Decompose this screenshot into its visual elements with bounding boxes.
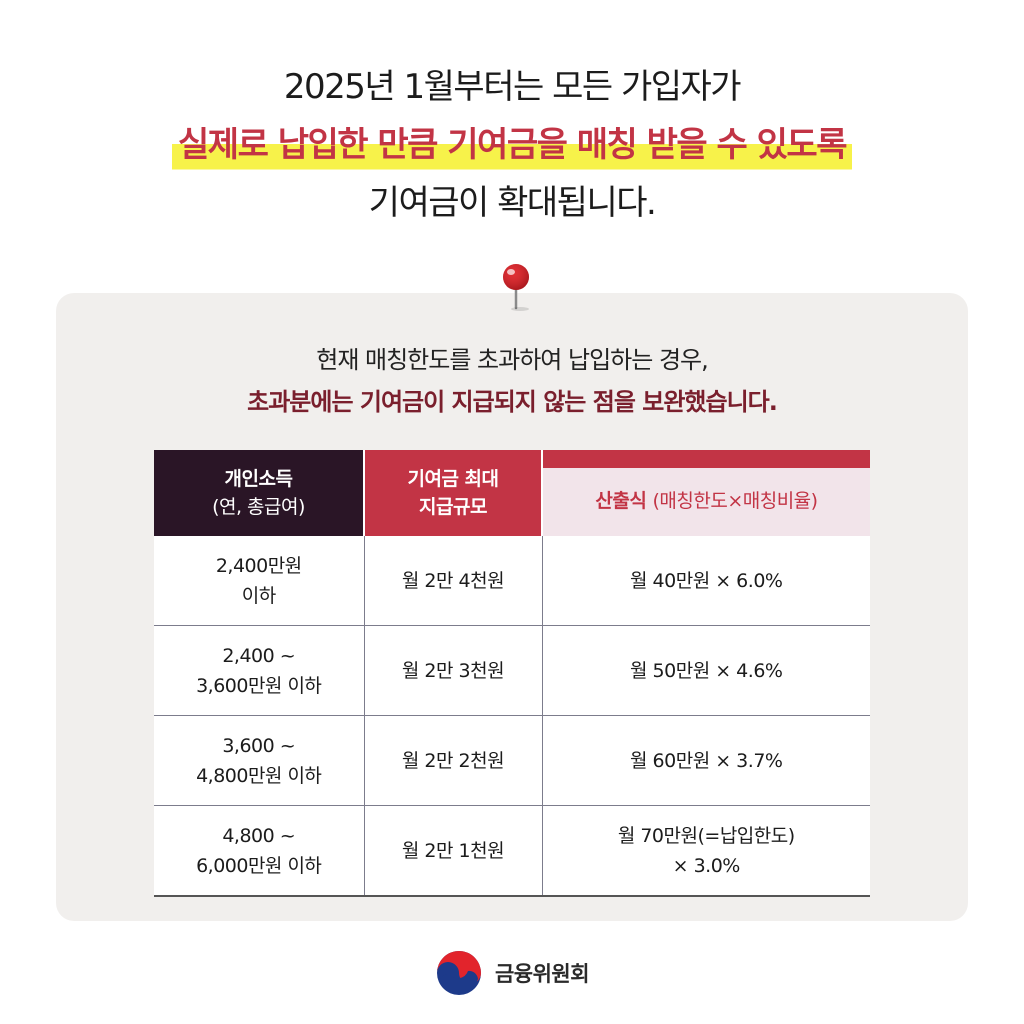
pushpin-icon xyxy=(503,264,529,311)
table-row: 2,400 ~ 3,600만원 이하 월 2만 3천원 월 50만원 × 4.6… xyxy=(154,625,870,716)
formula-line-1: 월 50만원 × 4.6% xyxy=(630,659,783,682)
taegeuk-logo-icon xyxy=(436,951,481,995)
intro-text: 현재 매칭한도를 초과하여 납입하는 경우, 초과분에는 기여금이 지급되지 않… xyxy=(0,340,1024,424)
headline-line-1: 2025년 1월부터는 모든 가입자가 xyxy=(283,67,742,107)
table-row: 2,400만원 이하 월 2만 4천원 월 40만원 × 6.0% xyxy=(154,536,870,626)
income-cell: 4,800 ~ 6,000만원 이하 xyxy=(154,805,365,897)
formula-line-1: 월 60만원 × 3.7% xyxy=(630,749,783,772)
max-header: 기여금 최대 지급규모 xyxy=(363,450,543,536)
formula-header: 산출식 (매칭한도×매칭비율) xyxy=(542,450,870,536)
income-header-title: 개인소득 xyxy=(224,468,293,490)
max-header-title: 기여금 최대 xyxy=(407,468,499,490)
contribution-table: 개인소득 (연, 총급여) 기여금 최대 지급규모 산출식 (매칭한도×매칭비율… xyxy=(154,450,870,897)
income-header-sub: (연, 총급여) xyxy=(212,496,305,518)
income-line-2: 6,000만원 이하 xyxy=(196,854,322,877)
formula-cell: 월 40만원 × 6.0% xyxy=(542,536,870,626)
formula-line-1: 월 40만원 × 6.0% xyxy=(630,569,783,592)
income-cell: 2,400 ~ 3,600만원 이하 xyxy=(154,625,365,716)
max-header-sub: 지급규모 xyxy=(419,496,487,518)
max-cell: 월 2만 4천원 xyxy=(364,536,543,626)
table-header-row: 개인소득 (연, 총급여) 기여금 최대 지급규모 산출식 (매칭한도×매칭비율… xyxy=(154,450,870,536)
income-cell: 2,400만원 이하 xyxy=(154,536,365,626)
income-line-2: 이하 xyxy=(241,584,276,607)
income-header: 개인소득 (연, 총급여) xyxy=(154,450,364,536)
income-cell: 3,600 ~ 4,800만원 이하 xyxy=(154,715,365,806)
footer: 금융위원회 xyxy=(0,948,1024,998)
intro-line-2: 초과분에는 기여금이 지급되지 않는 점을 보완했습니다. xyxy=(247,388,778,416)
formula-line-1: 월 70만원(=납입한도) xyxy=(617,824,795,847)
headline: 2025년 1월부터는 모든 가입자가 실제로 납입한 만큼 기여금을 매칭 받… xyxy=(0,58,1024,232)
formula-header-note: (매칭한도×매칭비율) xyxy=(652,490,818,512)
income-line-2: 3,600만원 이하 xyxy=(196,674,322,697)
income-line-1: 3,600 ~ xyxy=(222,734,296,757)
formula-header-band xyxy=(543,450,870,468)
income-line-1: 4,800 ~ xyxy=(222,824,296,847)
formula-cell: 월 70만원(=납입한도) × 3.0% xyxy=(542,805,870,897)
table-row: 3,600 ~ 4,800만원 이하 월 2만 2천원 월 60만원 × 3.7… xyxy=(154,715,870,806)
max-cell: 월 2만 1천원 xyxy=(364,805,543,897)
headline-highlight: 실제로 납입한 만큼 기여금을 매칭 받을 수 있도록 xyxy=(172,116,852,174)
income-line-1: 2,400만원 xyxy=(215,554,302,577)
headline-line-3: 기여금이 확대됩니다. xyxy=(368,183,657,223)
formula-cell: 월 60만원 × 3.7% xyxy=(542,715,870,806)
formula-header-title: 산출식 xyxy=(595,490,647,512)
max-cell: 월 2만 2천원 xyxy=(364,715,543,806)
table-row: 4,800 ~ 6,000만원 이하 월 2만 1천원 월 70만원(=납입한도… xyxy=(154,805,870,897)
income-line-2: 4,800만원 이하 xyxy=(196,764,322,787)
income-line-1: 2,400 ~ xyxy=(222,644,296,667)
max-cell: 월 2만 3천원 xyxy=(364,625,543,716)
formula-cell: 월 50만원 × 4.6% xyxy=(542,625,870,716)
formula-line-2: × 3.0% xyxy=(672,854,741,877)
intro-line-1: 현재 매칭한도를 초과하여 납입하는 경우, xyxy=(316,346,709,374)
org-name: 금융위원회 xyxy=(494,962,590,986)
